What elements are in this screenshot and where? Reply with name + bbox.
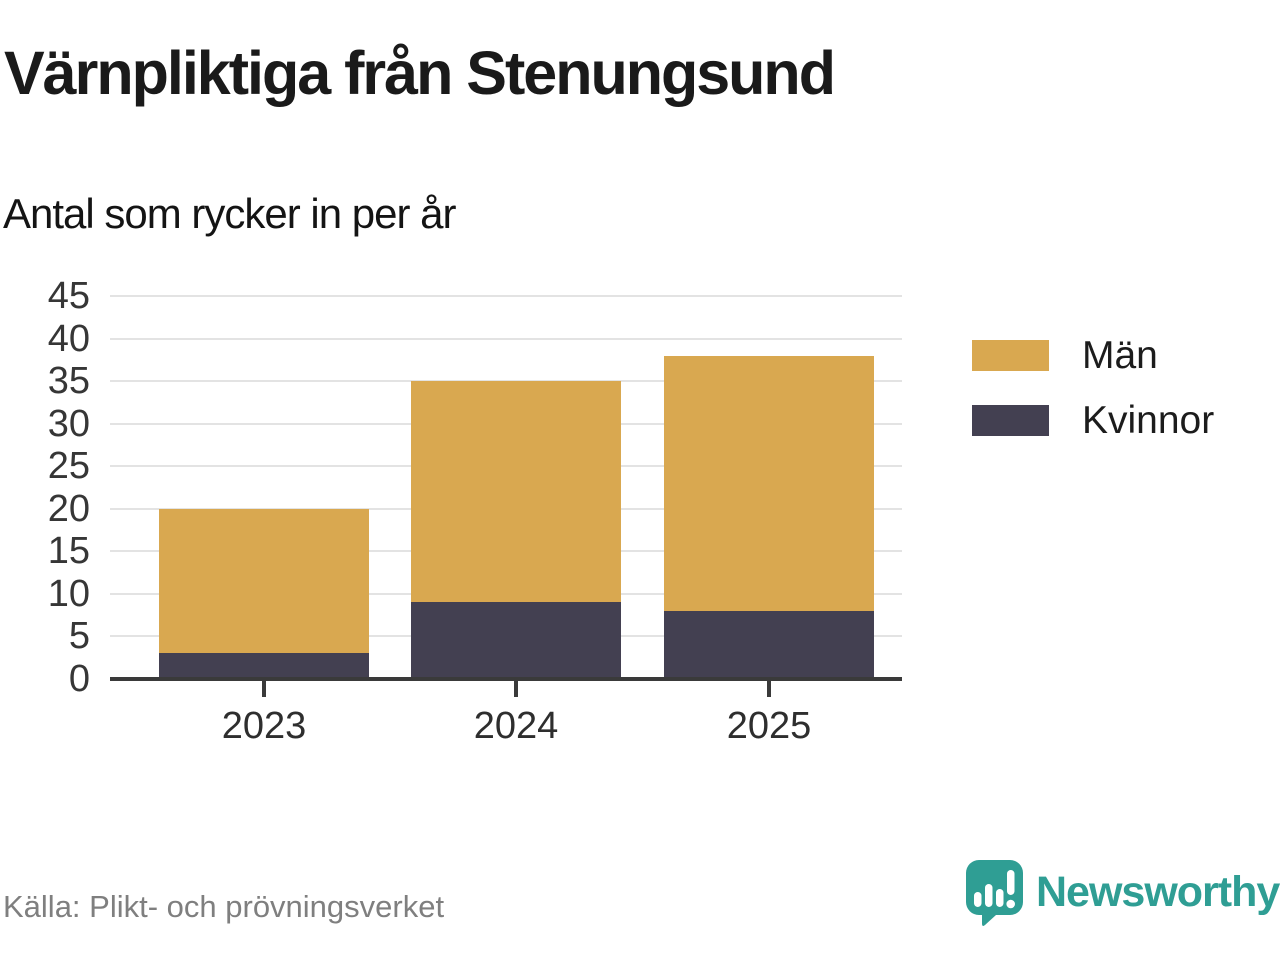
y-axis-label: 20 xyxy=(47,487,90,530)
x-axis-tick xyxy=(514,681,518,697)
x-axis-label: 2023 xyxy=(221,705,307,747)
bar-segment-kvinnor-2023 xyxy=(159,653,369,679)
bar-segment-man-2024 xyxy=(411,381,621,603)
source-text: Källa: Plikt- och prövningsverket xyxy=(3,889,445,924)
bar-segment-kvinnor-2025 xyxy=(664,610,874,679)
x-axis-tick xyxy=(262,681,266,697)
y-axis-label: 5 xyxy=(68,615,90,658)
legend-label-man: Män xyxy=(1082,334,1158,377)
bar-segment-man-2023 xyxy=(159,508,369,654)
newsworthy-wordmark: Newsworthy xyxy=(1036,867,1280,916)
y-axis-label: 30 xyxy=(47,402,90,445)
y-axis-label: 45 xyxy=(47,275,90,317)
legend-label-kvinnor: Kvinnor xyxy=(1082,399,1215,442)
legend-swatch-man xyxy=(972,340,1049,371)
gridline xyxy=(110,337,902,340)
y-axis-label: 10 xyxy=(47,572,90,615)
y-axis-label: 0 xyxy=(68,658,90,700)
legend-swatch-kvinnor xyxy=(972,405,1049,436)
gridline xyxy=(110,295,902,297)
y-axis-label: 35 xyxy=(47,360,90,403)
bar-segment-man-2025 xyxy=(664,355,874,611)
y-axis-label: 25 xyxy=(47,445,90,488)
x-axis-line xyxy=(110,677,902,681)
legend-item-kvinnor: Kvinnor xyxy=(972,401,1214,440)
x-axis-tick xyxy=(767,681,771,697)
y-axis-label: 15 xyxy=(47,530,90,573)
chart-title: Värnpliktiga från Stenungsund xyxy=(4,39,836,107)
chart-subtitle: Antal som rycker in per år xyxy=(3,190,456,237)
legend: Män Kvinnor xyxy=(972,336,1214,466)
x-axis-label: 2025 xyxy=(726,705,812,747)
bar-segment-kvinnor-2024 xyxy=(411,602,621,679)
newsworthy-logo: Newsworthy xyxy=(963,858,1280,926)
y-axis-label: 40 xyxy=(47,317,90,360)
newsworthy-icon xyxy=(966,860,1023,926)
legend-item-man: Män xyxy=(972,336,1214,375)
x-axis-label: 2024 xyxy=(473,705,559,747)
